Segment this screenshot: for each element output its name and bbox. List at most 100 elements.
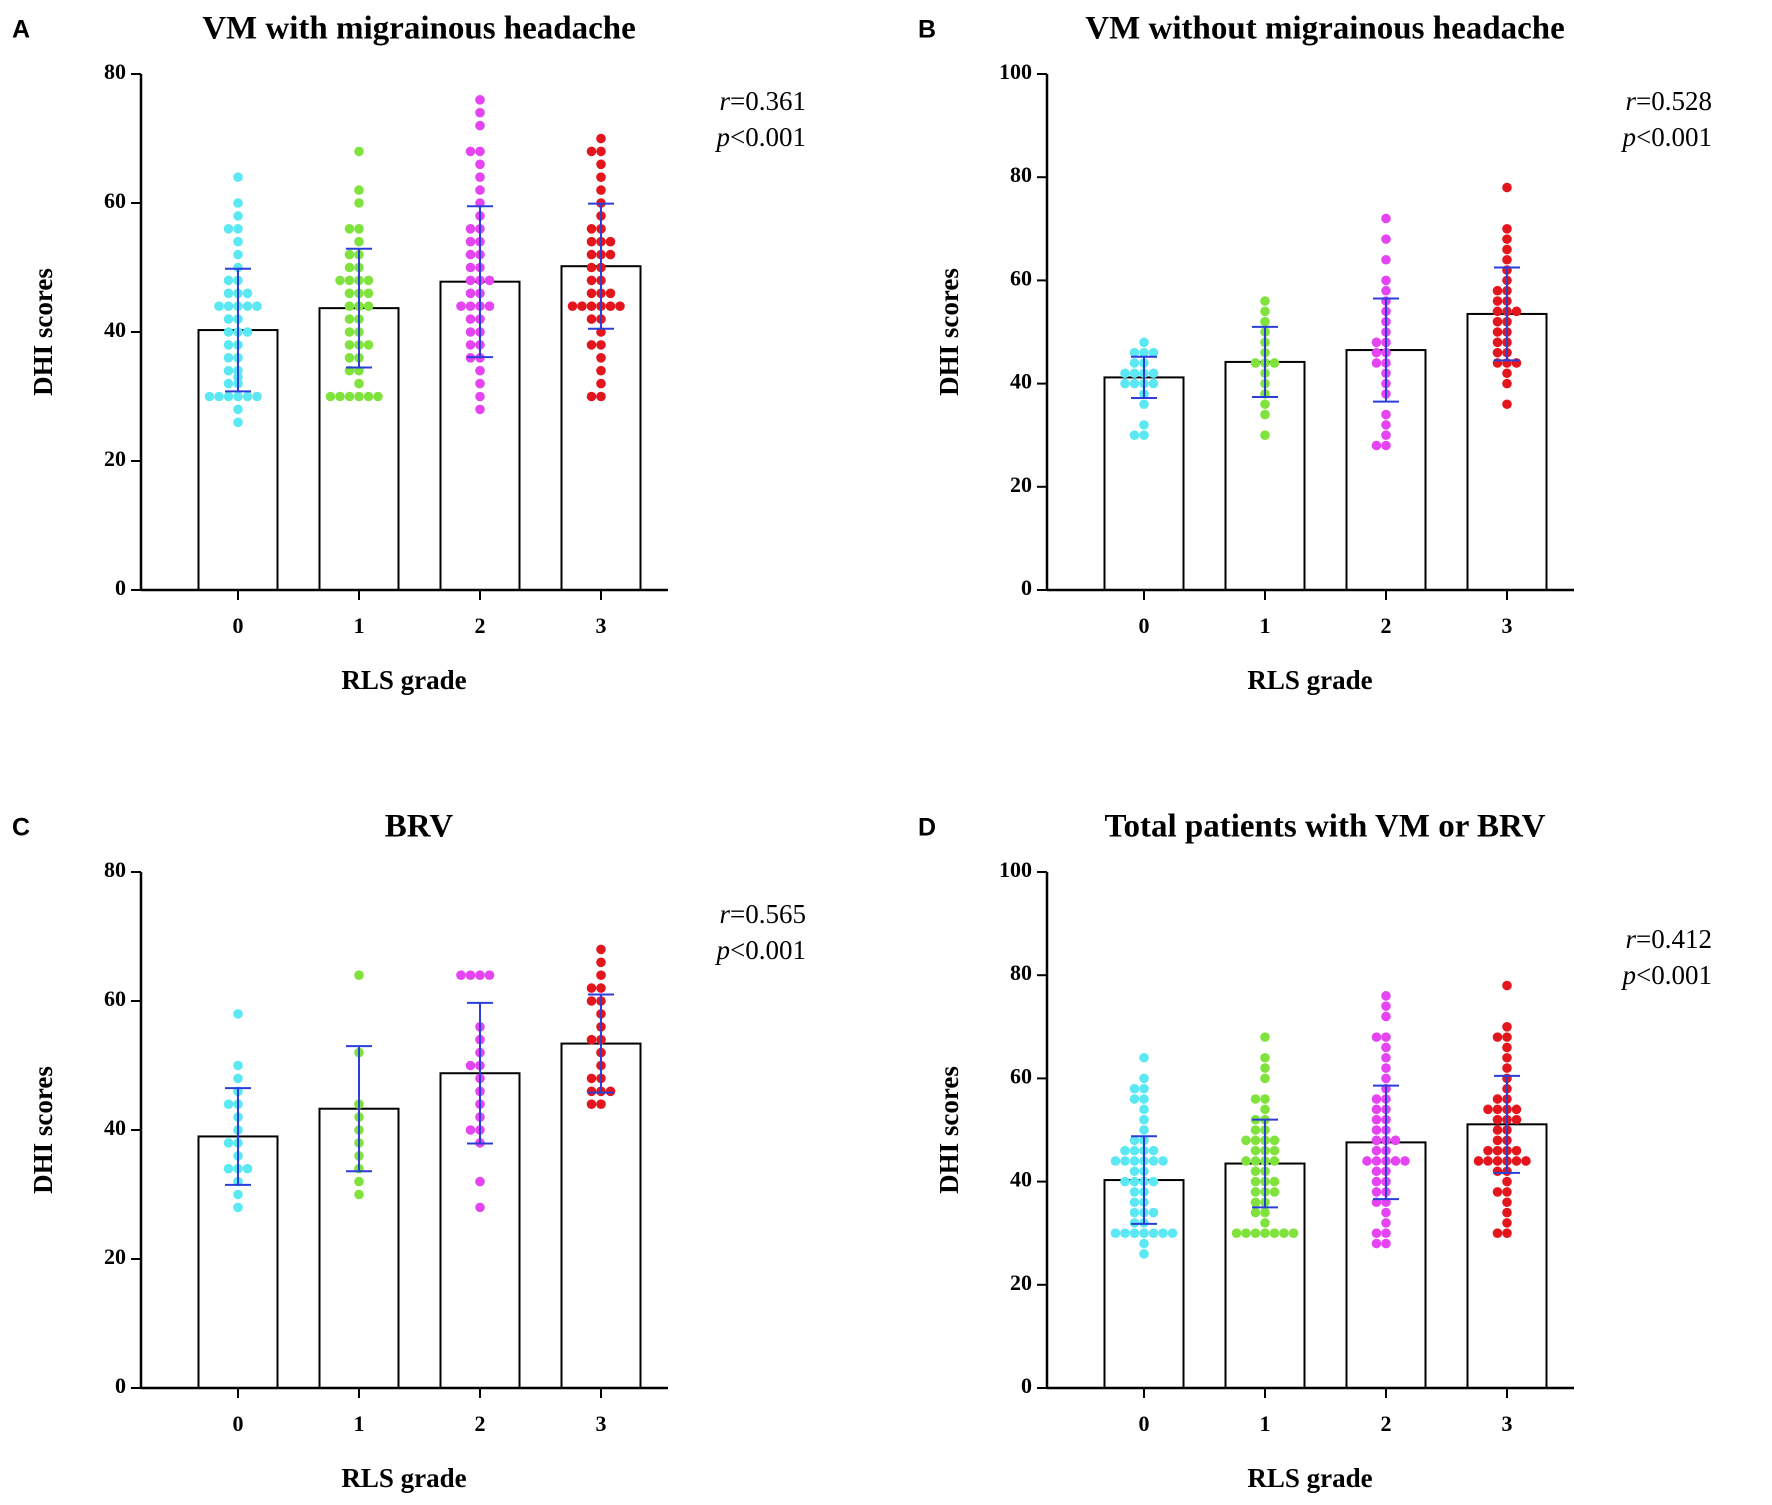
data-point [233, 1060, 243, 1071]
data-point [204, 391, 215, 402]
x-tick-label: 0 [233, 1411, 244, 1436]
y-tick-label: 80 [104, 59, 126, 84]
data-point [586, 262, 597, 273]
data-point [1139, 1114, 1149, 1125]
data-point [586, 340, 597, 350]
data-point [465, 275, 476, 286]
y-tick-label: 60 [1010, 265, 1032, 290]
data-point [596, 159, 606, 170]
data-point [223, 301, 234, 312]
data-point [1502, 399, 1512, 410]
stat-symbol: p [1621, 122, 1637, 152]
y-tick-label: 20 [1010, 1270, 1032, 1295]
x-tick-label: 1 [354, 613, 365, 638]
stat-annotation: r=0.565 [720, 899, 807, 929]
data-point [1139, 1125, 1149, 1135]
data-point [344, 224, 355, 234]
y-tick-label: 60 [1010, 1063, 1032, 1088]
stat-symbol: p [1621, 960, 1637, 990]
data-point [475, 120, 485, 131]
y-tick-label: 100 [999, 857, 1032, 882]
x-tick-label: 0 [1139, 1411, 1150, 1436]
data-point [1371, 1104, 1382, 1115]
data-point [1381, 1207, 1391, 1218]
data-point [1250, 1094, 1261, 1104]
data-point [465, 224, 476, 234]
data-point [605, 288, 616, 299]
x-tick-label: 1 [1260, 613, 1271, 638]
y-tick-label: 40 [104, 1115, 126, 1140]
data-point [1381, 409, 1391, 420]
data-point [1148, 1207, 1159, 1218]
data-point [475, 185, 485, 195]
data-point [363, 340, 374, 350]
data-point [1492, 1228, 1503, 1238]
data-point [223, 391, 234, 402]
data-point [1502, 1063, 1512, 1073]
data-point [1502, 368, 1512, 379]
data-point [233, 404, 243, 415]
data-point [1129, 358, 1140, 368]
data-point [586, 288, 597, 299]
stat-annotation: r=0.361 [720, 86, 807, 116]
data-point [1120, 378, 1130, 389]
data-point [1250, 1187, 1261, 1197]
data-point [596, 185, 606, 195]
data-point [596, 391, 606, 402]
data-point [1139, 1094, 1149, 1104]
data-point [1492, 1187, 1503, 1197]
data-point [1260, 399, 1270, 410]
data-point [233, 198, 243, 208]
data-point [1390, 1135, 1401, 1146]
data-point [344, 249, 355, 260]
data-point [233, 1189, 243, 1200]
data-point [475, 378, 485, 389]
data-point [223, 1138, 234, 1148]
data-point [615, 301, 625, 312]
data-point [1502, 1187, 1512, 1197]
data-point [1371, 1156, 1382, 1166]
data-point [242, 327, 253, 337]
y-tick-label: 40 [104, 317, 126, 342]
stat-symbol: r [1626, 86, 1637, 116]
data-point [456, 970, 466, 980]
data-point [1371, 1166, 1382, 1177]
data-point [1129, 1228, 1140, 1238]
data-point [1260, 1228, 1270, 1238]
data-point [252, 391, 262, 402]
data-point [1371, 358, 1382, 368]
data-point [465, 301, 476, 312]
data-point [1381, 213, 1391, 224]
data-point [1139, 1104, 1149, 1115]
data-point [1250, 358, 1261, 368]
data-point [1148, 1176, 1159, 1187]
data-point [586, 224, 597, 234]
data-point [1492, 327, 1503, 337]
data-point [242, 391, 253, 402]
x-axis-label: RLS grade [341, 665, 466, 695]
data-point [1502, 234, 1512, 244]
chart-title: VM without migrainous headache [1085, 11, 1564, 47]
panel-letter: A [12, 16, 30, 44]
data-point [1502, 1218, 1512, 1228]
data-point [1381, 430, 1391, 441]
data-point [1279, 1228, 1289, 1238]
data-point [1129, 1083, 1140, 1094]
data-point [223, 224, 234, 234]
data-point [1260, 409, 1270, 420]
data-point [1371, 337, 1382, 348]
data-point [1260, 1032, 1270, 1042]
data-point [475, 391, 485, 402]
data-point [465, 288, 476, 299]
data-point [1511, 1156, 1522, 1166]
data-point [1502, 378, 1512, 389]
data-point [223, 378, 234, 389]
data-point [1511, 306, 1522, 317]
data-point [1231, 1228, 1242, 1238]
stat-value: =0.565 [730, 899, 806, 929]
data-point [223, 353, 234, 363]
y-axis-label: DHI scores [934, 268, 964, 396]
data-point [1502, 244, 1512, 255]
data-point [1492, 1145, 1503, 1156]
